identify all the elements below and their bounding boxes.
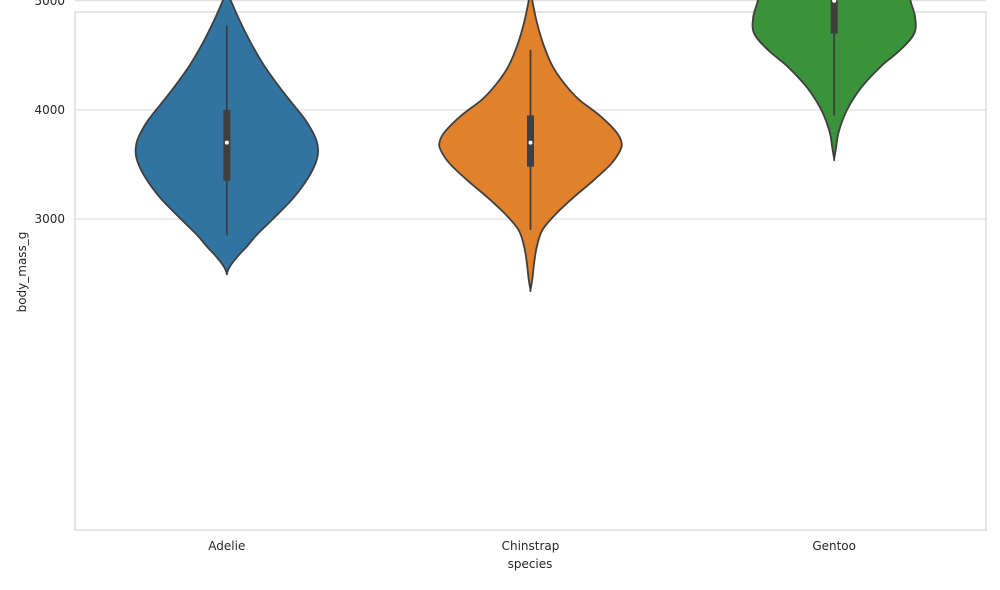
y-tick-label: 5000 [34,0,65,8]
violin-median-dot [832,0,837,3]
violin-adelie [134,0,320,276]
x-tick-label: Gentoo [812,539,856,553]
x-tick-label: Adelie [208,539,245,553]
violins [134,0,917,293]
y-tick-label: 3000 [34,212,65,226]
violin-iqr-box [830,0,838,34]
y-tick-labels: 3000400050006000 [34,0,65,226]
violin-gentoo [751,0,917,162]
x-tick-label: Chinstrap [502,539,560,553]
x-axis-label: species [508,557,553,571]
violin-chinstrap [438,0,623,293]
violin-iqr-box [223,109,231,181]
y-axis-label: body_mass_g [15,232,29,313]
violin-median-dot [528,140,533,145]
x-tick-labels: Adelie Chinstrap Gentoo [208,539,856,553]
y-tick-label: 4000 [34,103,65,117]
violin-median-dot [224,140,229,145]
